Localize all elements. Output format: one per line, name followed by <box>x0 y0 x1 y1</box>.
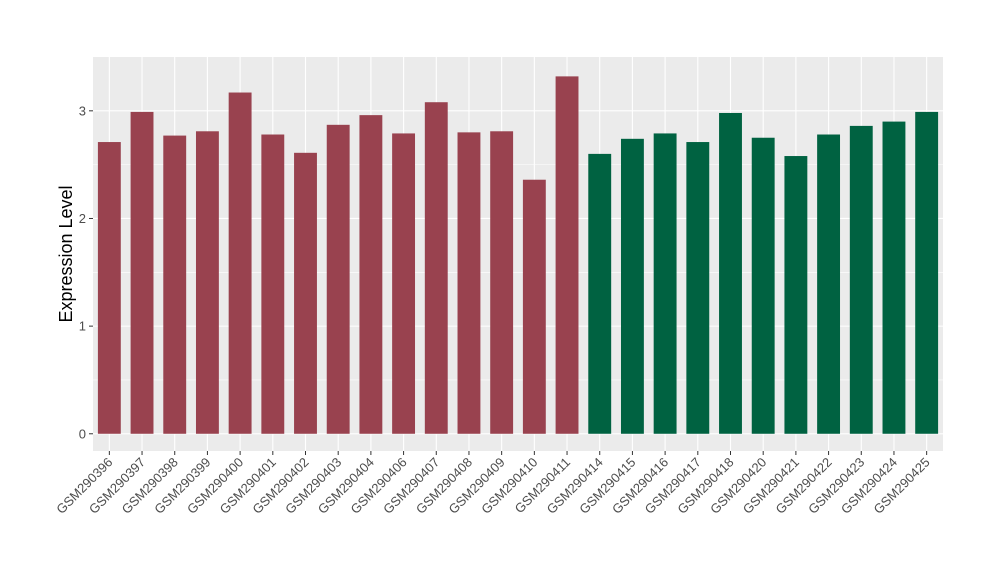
bar <box>97 142 121 434</box>
bar <box>620 138 644 434</box>
bar <box>424 102 448 434</box>
plot-panel <box>93 57 943 451</box>
bar <box>522 179 546 434</box>
bar <box>490 131 514 434</box>
bar <box>817 134 841 434</box>
bar <box>686 142 710 434</box>
bar <box>392 133 416 434</box>
bar <box>457 132 481 434</box>
bar <box>163 135 187 434</box>
bar <box>849 125 873 434</box>
x-axis: GSM290396GSM290397GSM290398GSM290399GSM2… <box>53 451 933 517</box>
bar <box>130 111 154 434</box>
y-tick-label: 2 <box>79 211 86 226</box>
y-axis: 0 1 2 3 <box>79 103 93 441</box>
bar <box>228 92 252 434</box>
bar <box>719 112 742 434</box>
bar <box>784 156 808 434</box>
bar <box>261 134 285 434</box>
bar <box>915 111 939 434</box>
bar <box>294 152 317 434</box>
bar <box>882 121 906 434</box>
bar <box>588 153 612 434</box>
bar <box>359 115 383 434</box>
y-axis-title: Expression Level <box>56 185 76 322</box>
y-tick-label: 1 <box>79 319 86 334</box>
bar <box>751 137 775 434</box>
bar <box>653 133 677 434</box>
bar <box>555 76 579 434</box>
bar <box>195 131 219 434</box>
y-tick-label: 3 <box>79 103 86 118</box>
bars <box>97 76 939 434</box>
y-tick-label: 0 <box>79 426 86 441</box>
bar <box>326 124 350 434</box>
